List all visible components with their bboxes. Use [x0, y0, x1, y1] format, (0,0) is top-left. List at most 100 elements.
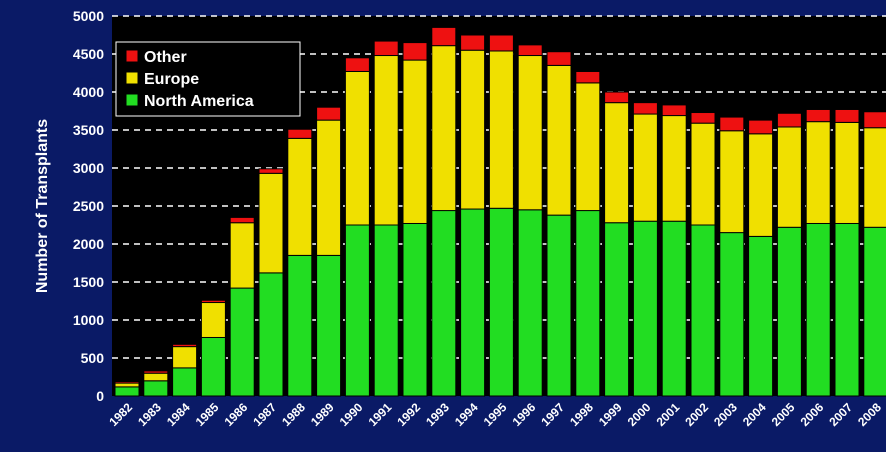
y-tick-label: 2000 [73, 236, 104, 252]
bar-segment-other [344, 57, 370, 72]
x-tick-label: 2008 [855, 400, 884, 429]
x-tick-label: 1984 [164, 400, 193, 429]
bar-segment-north-america [344, 224, 370, 397]
bar-segment-europe [258, 172, 284, 274]
bar-segment-other [172, 343, 198, 348]
bar-segment-north-america [172, 367, 198, 397]
x-tick-label: 1992 [394, 400, 423, 429]
x-tick-label: 1985 [193, 400, 222, 429]
y-tick-label: 1500 [73, 274, 104, 290]
bar-segment-europe [517, 55, 543, 211]
y-tick-labels: 0 500 1000 1500 2000 2500 3000 3500 4000 4500 5000 [73, 8, 104, 404]
x-tick-label: 1988 [279, 400, 308, 429]
x-tick-label: 1996 [510, 400, 539, 429]
bar-segment-europe [344, 70, 370, 226]
x-tick-label: 1982 [106, 400, 135, 429]
x-tick-labels: 1982 1983 1984 1985 1986 1987 1988 1989 1990 1991… [106, 400, 886, 429]
x-tick-label: 1983 [135, 400, 164, 429]
x-tick-label: 1990 [337, 400, 366, 429]
bar-segment-north-america [719, 232, 745, 397]
bar-segment-other [258, 168, 284, 174]
bar-segment-europe [431, 45, 457, 212]
y-tick-label: 2500 [73, 198, 104, 214]
x-tick-label: 1997 [538, 400, 567, 429]
x-tick-label: 1998 [567, 400, 596, 429]
bar-segment-other [719, 116, 745, 132]
x-tick-label: 2007 [826, 400, 855, 429]
bar-segment-north-america [114, 386, 140, 397]
bar-segment-north-america [632, 220, 658, 397]
legend-label: North America [144, 93, 254, 110]
bar-segment-europe [287, 137, 313, 256]
y-tick-label: 4000 [73, 84, 104, 100]
bar-segment-north-america [517, 209, 543, 397]
bar-segment-europe [834, 121, 860, 224]
bar-segment-europe [488, 50, 514, 209]
bar-segment-europe [632, 113, 658, 222]
y-tick-label: 500 [81, 350, 105, 366]
bar-segment-europe [719, 130, 745, 234]
y-tick-label: 3000 [73, 160, 104, 176]
x-tick-label: 2004 [740, 400, 769, 429]
bar-segment-other [460, 34, 486, 51]
bar-segment-other [488, 34, 514, 52]
bar-segment-north-america [690, 224, 716, 397]
bar-segment-other [632, 102, 658, 115]
x-tick-label: 2005 [769, 400, 798, 429]
x-tick-label: 1989 [308, 400, 337, 429]
bar-segment-europe [114, 382, 140, 388]
bar-segment-north-america [604, 222, 630, 397]
bar-segment-other [776, 112, 802, 128]
legend-swatch [125, 93, 139, 107]
bar-segment-europe [604, 102, 630, 224]
x-tick-label: 2001 [654, 400, 683, 429]
bar-segment-other [200, 299, 226, 304]
legend-label: Europe [144, 71, 199, 88]
x-tick-label: 1987 [250, 400, 279, 429]
bar-segment-north-america [805, 222, 831, 397]
bar-segment-north-america [748, 235, 774, 397]
bar-segment-europe [172, 346, 198, 369]
bar-segment-europe [805, 121, 831, 224]
bar-segment-north-america [258, 272, 284, 397]
x-tick-label: 1995 [481, 400, 510, 429]
bar-segment-europe [402, 59, 428, 224]
x-tick-label: 2000 [625, 400, 654, 429]
bar-segment-other [690, 112, 716, 124]
bar-segment-europe [200, 302, 226, 338]
bar-segment-europe [690, 122, 716, 226]
bar-segment-europe [575, 82, 601, 212]
legend-label: Other [144, 49, 187, 66]
bars [114, 26, 886, 397]
bar-segment-other [143, 370, 169, 374]
bar-segment-north-america [460, 208, 486, 397]
bar-segment-north-america [143, 380, 169, 397]
bar-segment-other [114, 381, 140, 384]
bar-segment-north-america [373, 224, 399, 397]
bar-segment-north-america [229, 287, 255, 397]
bar-segment-other [316, 106, 342, 121]
bar-segment-other [748, 119, 774, 135]
y-tick-label: 0 [96, 388, 104, 404]
bar-segment-europe [776, 126, 802, 228]
bar-segment-europe [316, 119, 342, 256]
bar-segment-north-america [287, 254, 313, 397]
y-axis-label: Number of Transplants [34, 119, 51, 293]
bar-segment-other [287, 128, 313, 139]
x-tick-label: 1986 [222, 400, 251, 429]
bar-segment-other [229, 216, 255, 224]
bar-segment-north-america [200, 336, 226, 397]
x-tick-label: 1999 [596, 400, 625, 429]
y-tick-label: 4500 [73, 46, 104, 62]
legend-swatch [125, 49, 139, 63]
bar-segment-north-america [834, 222, 860, 397]
bar-segment-other [575, 70, 601, 84]
bar-segment-north-america [863, 226, 886, 397]
bar-segment-europe [863, 127, 886, 228]
bar-segment-other [604, 91, 630, 104]
legend-swatch [125, 71, 139, 85]
x-tick-label: 1991 [366, 400, 395, 429]
y-tick-label: 5000 [73, 8, 104, 24]
bar-segment-north-america [431, 210, 457, 397]
